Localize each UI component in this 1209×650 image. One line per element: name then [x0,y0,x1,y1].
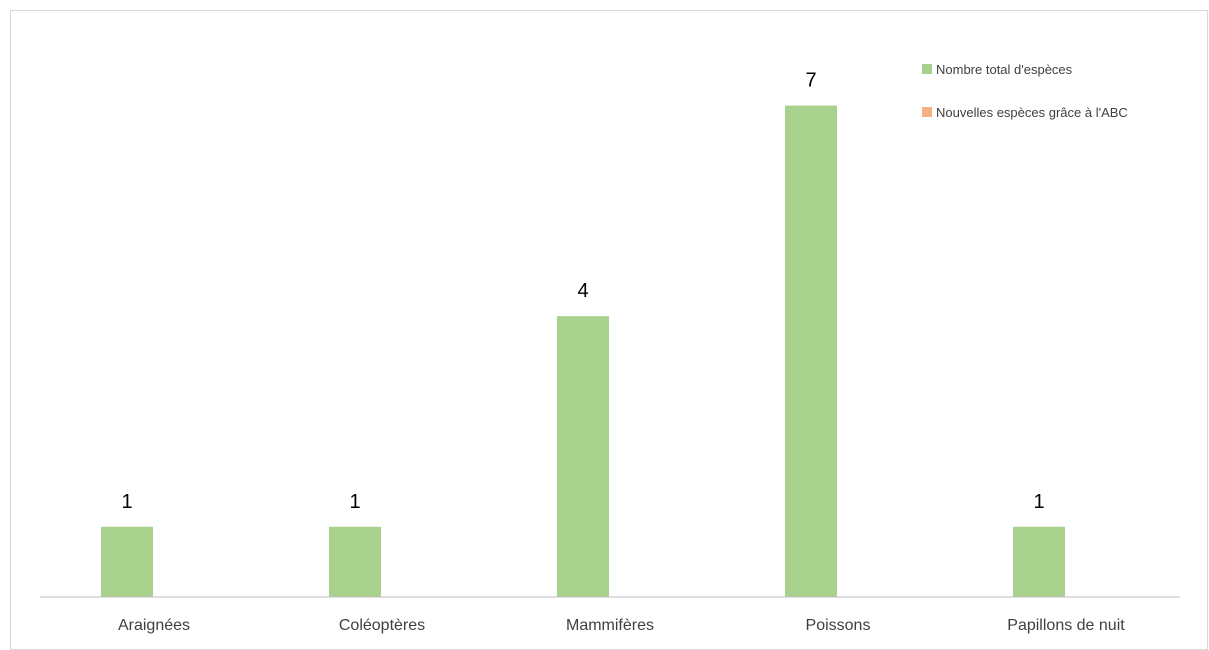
data-label-0: 1 [121,491,132,513]
bar-nombre-total-d-esp-ces-4 [1013,526,1065,597]
legend: Nombre total d'espèces Nouvelles espèces … [922,62,1128,120]
x-tick-label-4: Papillons de nuit [1007,617,1125,634]
bar-nombre-total-d-esp-ces-0 [101,526,153,597]
data-label-2: 4 [577,280,588,302]
bar-nombre-total-d-esp-ces-1 [329,526,381,597]
data-label-1: 1 [349,491,360,513]
legend-label-nouvelles-esp-ces-gr-ce-l-abc: Nouvelles espèces grâce à l'ABC [936,105,1128,120]
bar-nombre-total-d-esp-ces-3 [785,105,837,597]
x-tick-label-1: Coléoptères [339,617,425,634]
data-label-4: 1 [1033,491,1044,513]
x-tick-labels-group: Araignées Coléoptères Mammifères Poissons Pa… [118,617,1125,634]
x-tick-label-0: Araignées [118,617,190,634]
legend-swatch-nombre-total-d-esp-ces [922,64,932,74]
bar-nombre-total-d-esp-ces-2 [557,316,609,597]
legend-label-nombre-total-d-esp-ces: Nombre total d'espèces [936,62,1073,77]
x-tick-label-3: Poissons [806,617,871,634]
bars-group [101,105,1065,597]
data-labels-group: 1 1 4 7 1 [121,70,1044,513]
x-tick-label-2: Mammifères [566,617,654,634]
legend-swatch-nouvelles-esp-ces-gr-ce-l-abc [922,107,932,117]
data-label-3: 7 [805,70,816,92]
